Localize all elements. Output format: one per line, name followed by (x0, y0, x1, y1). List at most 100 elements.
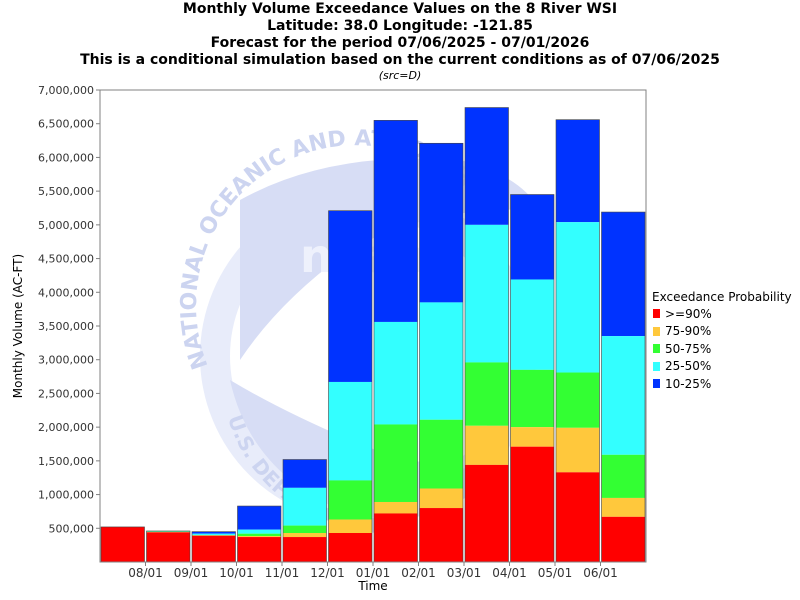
bar-segment (328, 480, 372, 520)
axes-group: 500,000 1,000,000 1,500,000 2,000,000 2,500,… (38, 84, 647, 580)
y-tick-label: 500,000 (49, 522, 95, 535)
y-tick-label: 3,500,000 (38, 320, 94, 333)
bar-segment (465, 362, 509, 426)
bar-segment (601, 336, 645, 455)
bar-segment (419, 488, 463, 509)
bar-segment (465, 107, 509, 225)
y-tick-label: 1,000,000 (38, 489, 94, 502)
y-tick-label: 1,500,000 (38, 455, 94, 468)
bar-segment (374, 321, 418, 425)
bar-segment (556, 427, 600, 473)
legend-swatch (653, 361, 660, 371)
bar-segment (328, 519, 372, 534)
bar-segment (510, 427, 554, 447)
y-tick-label: 2,000,000 (38, 421, 94, 434)
bar-segment (601, 212, 645, 337)
chart-source-label: (src=D) (378, 69, 422, 82)
y-tick-label: 7,000,000 (38, 84, 94, 97)
legend-swatch (653, 326, 660, 336)
legend-item: >=90% (652, 305, 792, 323)
legend-swatch (653, 309, 660, 319)
bar-segment (510, 446, 554, 562)
bar-segment (419, 508, 463, 562)
legend-label: 50-75% (665, 341, 712, 356)
bar-segment (419, 143, 463, 303)
y-tick-label: 2,500,000 (38, 387, 94, 400)
bar-segment (283, 537, 327, 562)
legend-swatch (653, 344, 660, 354)
legend-item: 25-50% (652, 358, 792, 376)
bar-segment (146, 532, 190, 562)
y-tick-label: 3,000,000 (38, 354, 94, 367)
bar-segment (419, 302, 463, 420)
legend-title: Exceedance Probability (652, 290, 792, 304)
title-block: Monthly Volume Exceedance Values on the … (0, 1, 800, 83)
legend-item: 10-25% (652, 375, 792, 393)
chart-subtitle-location: Latitude: 38.0 Longitude: -121.85 (267, 18, 533, 34)
bar-segment (237, 529, 281, 534)
bar-segment (465, 425, 509, 465)
legend-label: 25-50% (665, 359, 712, 374)
bar-segment (556, 119, 600, 223)
bar-segment (556, 472, 600, 562)
y-tick-label: 5,500,000 (38, 185, 94, 198)
bar-segment (283, 525, 327, 534)
legend: Exceedance Probability >=90% 75-90% 50-75%… (652, 289, 792, 393)
y-tick-label: 5,000,000 (38, 219, 94, 232)
bar-segment (556, 222, 600, 373)
y-tick-label: 6,500,000 (38, 118, 94, 131)
legend-label: 75-90% (665, 324, 712, 339)
legend-label: 10-25% (665, 376, 712, 391)
x-axis-label: Time (357, 579, 387, 593)
bar-segment (374, 513, 418, 562)
bar-segment (237, 506, 281, 530)
bar-segment (510, 279, 554, 370)
bar-segment (374, 120, 418, 322)
x-tick-label: 01/01 (356, 566, 391, 580)
bar-segment (283, 459, 327, 488)
legend-item: 75-90% (652, 323, 792, 341)
x-tick-label: 02/01 (401, 566, 436, 580)
x-tick-label: 06/01 (583, 566, 618, 580)
bar-segment (237, 533, 281, 537)
chart-title: Monthly Volume Exceedance Values on the … (182, 1, 618, 17)
bar-segment (601, 497, 645, 517)
x-tick-label: 10/01 (219, 566, 254, 580)
bar-segment (510, 194, 554, 280)
bar-segment (328, 210, 372, 382)
bar-segment (192, 531, 236, 534)
legend-label: >=90% (665, 306, 712, 321)
bar-segment (237, 536, 281, 538)
bar-series-group (100, 107, 646, 563)
bar-segment (328, 533, 372, 562)
bar-segment (101, 526, 145, 562)
x-tick-label: 11/01 (265, 566, 300, 580)
y-tick-label: 4,000,000 (38, 286, 94, 299)
y-tick-label: 6,000,000 (38, 151, 94, 164)
chart-subtitle-conditions: This is a conditional simulation based o… (80, 52, 720, 68)
bar-segment (374, 501, 418, 514)
bar-segment (192, 533, 236, 536)
legend-swatch (653, 379, 660, 389)
bar-segment (465, 224, 509, 363)
bar-segment (465, 464, 509, 562)
bar-segment (601, 454, 645, 498)
x-tick-label: 12/01 (310, 566, 345, 580)
y-tick-label: 4,500,000 (38, 253, 94, 266)
bar-segment (283, 533, 327, 538)
x-tick-label: 05/01 (538, 566, 573, 580)
bar-segment (283, 487, 327, 526)
bar-segment (556, 372, 600, 428)
x-tick-label: 04/01 (492, 566, 527, 580)
bar-segment (510, 369, 554, 428)
legend-item: 50-75% (652, 340, 792, 358)
chart-subtitle-period: Forecast for the period 07/06/2025 - 07/… (210, 35, 590, 51)
bar-segment (419, 419, 463, 489)
x-tick-label: 08/01 (128, 566, 163, 580)
bar-segment (374, 424, 418, 502)
x-tick-label: 03/01 (447, 566, 482, 580)
legend-items: >=90% 75-90% 50-75% 25-50% 10-25% (652, 305, 792, 393)
bar-segment (192, 535, 236, 562)
bar-segment (328, 381, 372, 481)
